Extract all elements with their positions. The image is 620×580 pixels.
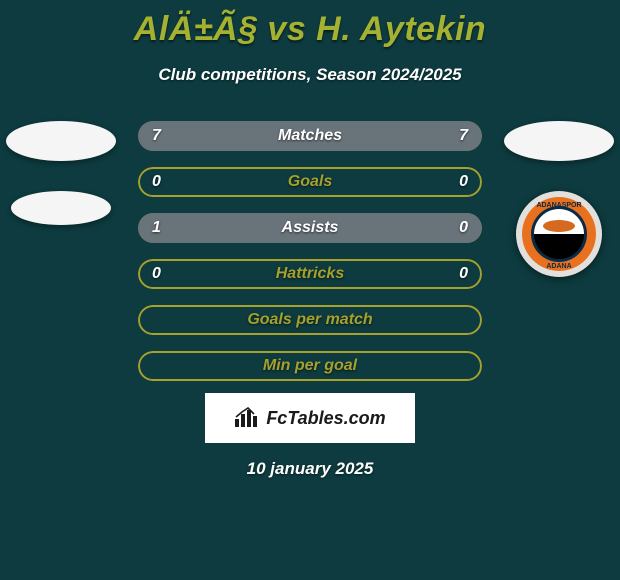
svg-text:ADANASPOR: ADANASPOR xyxy=(536,202,581,209)
stat-label: Min per goal xyxy=(138,357,482,375)
stat-value-left: 7 xyxy=(152,127,161,145)
left-badges xyxy=(6,121,116,225)
stat-label: Goals xyxy=(138,173,482,191)
adanaspor-icon: ADANASPOR ADANA xyxy=(516,191,602,277)
fctables-logo: FcTables.com xyxy=(205,393,415,443)
stat-value-right: 0 xyxy=(459,173,468,191)
stat-label: Matches xyxy=(138,127,482,145)
stat-value-right: 7 xyxy=(459,127,468,145)
page-title: AlÄ±Ã§ vs H. Aytekin xyxy=(0,0,620,49)
stat-label: Goals per match xyxy=(138,311,482,329)
stat-row: Hattricks0 0 xyxy=(138,259,482,289)
right-badges: ADANASPOR ADANA xyxy=(504,121,614,277)
stat-value-left: 0 xyxy=(152,265,161,283)
stat-rows: Matches77Goals00Assists10Hattricks00Goal… xyxy=(138,121,482,381)
stat-label: Hattricks xyxy=(138,265,482,283)
stat-value-left: 0 xyxy=(152,173,161,191)
stat-value-right: 0 xyxy=(459,219,468,237)
bar-chart-icon xyxy=(234,407,260,429)
stat-row: Assists1 0 xyxy=(138,213,482,243)
stat-row: Goals0 0 xyxy=(138,167,482,197)
player2-club-badge: ADANASPOR ADANA xyxy=(516,191,602,277)
svg-text:ADANA: ADANA xyxy=(546,263,571,270)
page-subtitle: Club competitions, Season 2024/2025 xyxy=(0,65,620,85)
stat-value-right: 0 xyxy=(459,265,468,283)
player2-badge-placeholder xyxy=(504,121,614,161)
stat-value-left: 1 xyxy=(152,219,161,237)
stat-row: Goals per match xyxy=(138,305,482,335)
stats-container: ADANASPOR ADANA Matches77Goals00Assists1… xyxy=(0,121,620,381)
stat-label: Assists xyxy=(138,219,482,237)
footer-date: 10 january 2025 xyxy=(0,459,620,479)
player1-badge-placeholder xyxy=(6,121,116,161)
stat-row: Min per goal xyxy=(138,351,482,381)
player1-club-placeholder xyxy=(11,191,111,225)
brand-text: FcTables.com xyxy=(266,408,385,429)
stat-row: Matches7 7 xyxy=(138,121,482,151)
